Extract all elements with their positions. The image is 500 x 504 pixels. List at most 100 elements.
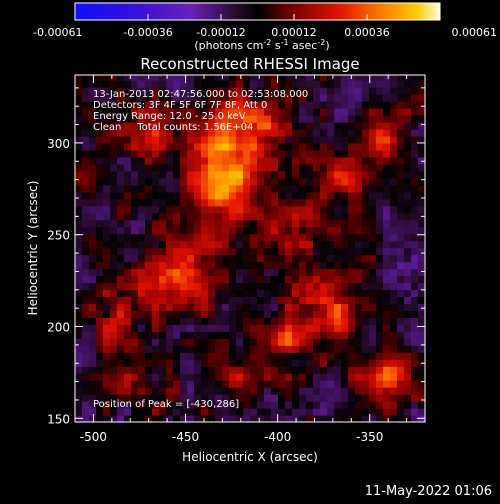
heatmap-cell [103, 198, 111, 207]
heatmap-cell [145, 296, 153, 304]
heatmap-cell [96, 408, 104, 416]
heatmap-cell [257, 261, 265, 270]
heatmap-cell [264, 275, 272, 284]
heatmap-cell [152, 233, 160, 242]
heatmap-cell [299, 115, 307, 123]
heatmap-cell [89, 254, 97, 263]
heatmap-cell [110, 163, 118, 172]
heatmap-cell [166, 282, 174, 291]
heatmap-cell [369, 303, 377, 311]
heatmap-cell [243, 282, 251, 291]
heatmap-cell [278, 75, 286, 81]
heatmap-cell [250, 282, 258, 291]
heatmap-cell [404, 408, 412, 416]
heatmap-cell [194, 352, 202, 360]
heatmap-cell [327, 240, 335, 249]
heatmap-cell [285, 108, 293, 116]
heatmap-cell [180, 128, 188, 137]
heatmap-cell [285, 261, 293, 270]
heatmap-cell [194, 401, 202, 409]
heatmap-cell [320, 226, 328, 235]
heatmap-cell [306, 177, 314, 186]
heatmap-cell [215, 415, 223, 422]
heatmap-cell [376, 156, 384, 165]
heatmap-cell [299, 338, 307, 346]
heatmap-cell [320, 170, 328, 179]
heatmap-cell [418, 317, 425, 325]
heatmap-cell [411, 149, 419, 158]
heatmap-cell [341, 310, 349, 318]
heatmap-cell [159, 75, 167, 81]
heatmap-cell [404, 345, 412, 353]
heatmap-cell [369, 135, 377, 144]
heatmap-cell [376, 373, 384, 381]
heatmap-cell [285, 226, 293, 235]
heatmap-cell [117, 108, 125, 116]
heatmap-cell [194, 394, 202, 402]
heatmap-cell [75, 163, 83, 172]
heatmap-cell [306, 240, 314, 249]
heatmap-cell [411, 184, 419, 193]
heatmap-cell [264, 268, 272, 277]
heatmap-cell [187, 219, 195, 228]
heatmap-cell [194, 94, 202, 102]
heatmap-cell [75, 310, 83, 318]
heatmap-cell [271, 282, 279, 291]
heatmap-cell [285, 94, 293, 102]
heatmap-cell [152, 338, 160, 346]
heatmap-cell [173, 108, 181, 116]
heatmap-cell [187, 268, 195, 277]
heatmap-cell [250, 191, 258, 200]
heatmap-cell [271, 254, 279, 263]
heatmap-cell [243, 163, 251, 172]
heatmap-cell [124, 122, 132, 130]
heatmap-cell [180, 282, 188, 291]
heatmap-cell [397, 345, 405, 353]
heatmap-cell [173, 359, 181, 367]
heatmap-cell [187, 394, 195, 402]
heatmap-cell [215, 373, 223, 381]
heatmap-cell [397, 359, 405, 367]
heatmap-cell [334, 331, 342, 339]
heatmap-cell [159, 359, 167, 367]
heatmap-cell [215, 128, 223, 137]
heatmap-cell [320, 275, 328, 284]
heatmap-cell [145, 331, 153, 339]
heatmap-cell [89, 289, 97, 298]
heatmap-cell [138, 296, 146, 304]
heatmap-cell [341, 149, 349, 158]
heatmap-cell [313, 324, 321, 332]
heatmap-cell [166, 268, 174, 277]
heatmap-cell [110, 338, 118, 346]
heatmap-cell [82, 331, 90, 339]
heatmap-cell [187, 282, 195, 291]
heatmap-cell [376, 149, 384, 158]
heatmap-cell [411, 387, 419, 395]
heatmap-cell [404, 352, 412, 360]
heatmap-cell [222, 240, 230, 249]
heatmap-cell [383, 226, 391, 235]
heatmap-cell [299, 394, 307, 402]
heatmap-cell [257, 254, 265, 263]
heatmap-cell [236, 87, 244, 95]
heatmap-cell [320, 184, 328, 193]
heatmap-cell [376, 310, 384, 318]
heatmap-cell [250, 373, 258, 381]
heatmap-cell [404, 282, 412, 291]
heatmap-cell [411, 289, 419, 298]
heatmap-cell [208, 94, 216, 102]
heatmap-cell [103, 142, 111, 151]
heatmap-cell [278, 87, 286, 95]
heatmap-cell [166, 401, 174, 409]
heatmap-cell [271, 108, 279, 116]
heatmap-cell [250, 310, 258, 318]
heatmap-cell [236, 156, 244, 165]
heatmap-cell [418, 135, 425, 144]
heatmap-cell [348, 205, 356, 214]
heatmap-cell [96, 156, 104, 165]
heatmap-cell [243, 338, 251, 346]
heatmap-cell [187, 115, 195, 123]
heatmap-cell [180, 296, 188, 304]
heatmap-cell [75, 205, 83, 214]
heatmap-cell [194, 170, 202, 179]
